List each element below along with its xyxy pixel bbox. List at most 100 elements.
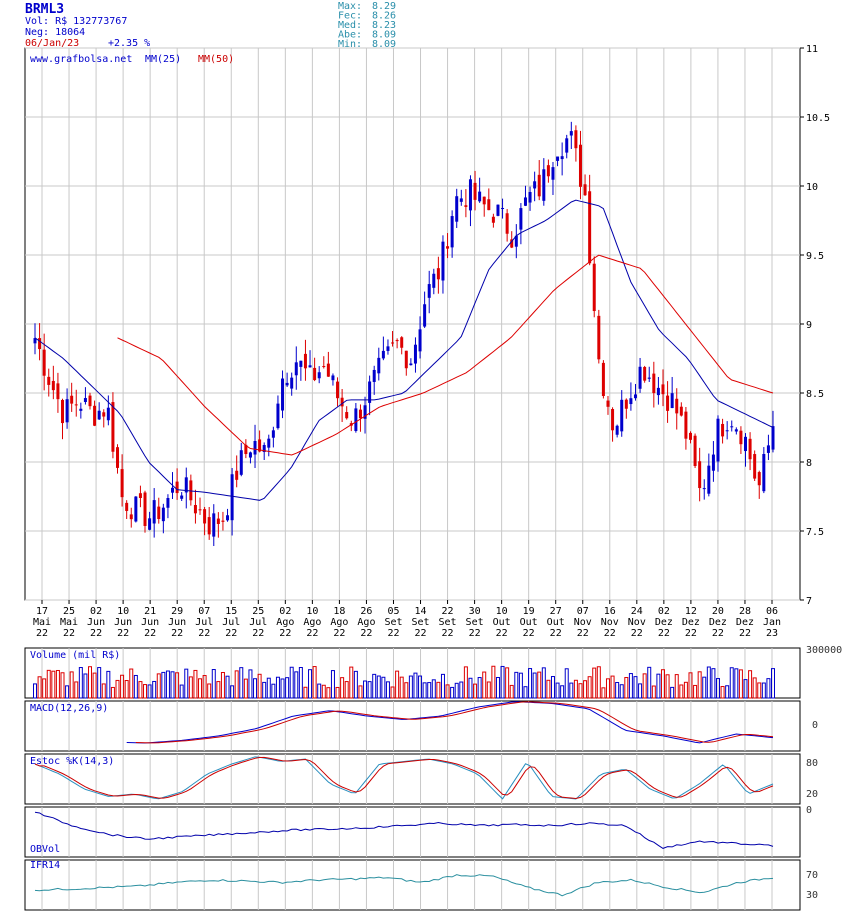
candle-body [404,350,408,369]
candle-body [542,169,546,201]
volume-bar [752,677,757,699]
x-tick-label: 19 [523,606,535,617]
indicator-lines [33,199,775,897]
x-tick-label: 22 [387,628,399,639]
volume-bar [289,666,294,699]
x-tick-label: 07 [577,606,589,617]
candle-body [326,363,330,377]
candle-body [624,399,628,409]
volume-bar [766,678,771,699]
volume-bar [564,668,569,699]
volume-bar [679,684,684,699]
volume-bar [285,677,290,699]
volume-bar [248,669,253,699]
ma25-legend: MM(25) [145,54,181,65]
volume-tick: 300000 [806,645,842,656]
volume-bar [175,672,180,699]
volume-bar [445,684,450,699]
volume-bar [693,684,698,699]
candle-body [102,412,106,417]
y-tick-label: 7.5 [806,527,824,538]
candle-body [556,156,560,161]
candle-body [308,365,312,368]
volume-bar [436,681,441,699]
x-tick-label: 18 [333,606,345,617]
x-tick-label: Dez [736,617,754,628]
volume-bar [83,673,88,699]
volume-bar [202,675,207,699]
candle-body [743,436,747,452]
volume-bar [69,671,74,699]
candle-body [285,382,289,386]
x-tick-label: Jul [249,617,267,628]
stat-value: 8.23 [372,20,396,31]
volume-bar [317,683,322,699]
volume-bar [573,679,578,699]
candle-body [42,349,46,376]
candle-body [436,268,440,280]
y-tick-label: 10 [806,182,818,193]
volume-bar [771,668,775,699]
x-tick-label: 22 [685,628,697,639]
candle-body [221,520,225,522]
volume-bar [51,670,56,699]
volume-bar [376,675,381,699]
x-tick-label: 21 [144,606,156,617]
stat-value: 8.09 [372,30,396,41]
volume-bar [408,675,413,699]
volume-bar [518,672,523,699]
x-tick-label: 27 [550,606,562,617]
indicator-panel-frame [24,806,801,858]
candle-body [496,204,500,216]
candle-body [478,191,482,202]
candle-body [675,398,679,414]
x-tick-label: 22 [496,628,508,639]
y-tick-label: 9.5 [806,251,824,262]
y-tick-label: 8 [806,458,812,469]
volume-bar [473,683,478,699]
volume-bar [683,681,688,699]
candle-body [358,409,362,419]
candle-body [459,198,463,202]
volume-bar [335,686,340,699]
x-tick-label: Out [520,617,538,628]
x-tick-label: Out [493,617,511,628]
x-tick-label: Ago [303,617,321,628]
candle-body [281,378,285,411]
volume-bar [271,683,276,699]
x-tick-label: 10 [306,606,318,617]
candle-body [766,445,770,453]
volume-bar [97,667,102,699]
candlestick-series [33,121,775,547]
x-tick-label: 22 [63,628,75,639]
volume-bar [193,669,198,699]
volume-bar [179,684,184,699]
x-tick-label: 26 [360,606,372,617]
candle-body [688,432,692,440]
volume-bar [294,671,299,699]
candle-body [468,179,472,211]
candle-body [235,470,239,480]
candle-body [134,496,138,522]
candle-body [120,469,124,498]
candle-body [510,239,514,248]
candle-body [129,514,133,520]
candle-body [615,425,619,435]
x-tick-label: Set [384,617,402,628]
macd-tick: 0 [812,720,818,731]
volume-bar [725,685,730,699]
trades-stat: Neg: 18064 [25,27,85,38]
candle-body [578,144,582,187]
x-tick-label: Dez [709,617,727,628]
candle-body [629,398,633,405]
candle-body [757,472,761,486]
volume-bar [615,682,620,699]
candle-body [551,167,555,180]
volume-bar [482,671,487,699]
candle-body [303,353,307,369]
candle-body [248,452,252,458]
candle-body [546,165,550,177]
x-tick-label: 22 [550,628,562,639]
volume-bar [330,670,335,699]
volume-bar [395,670,400,699]
